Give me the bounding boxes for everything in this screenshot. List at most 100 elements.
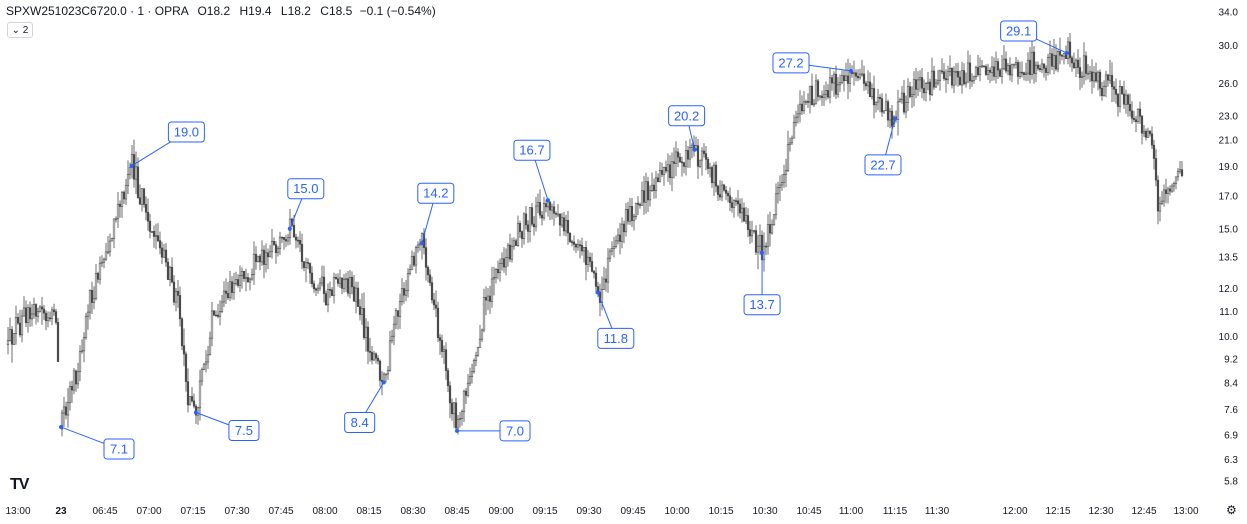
candle <box>1038 64 1042 73</box>
y-tick-label: 15.0 <box>1219 225 1239 236</box>
candle-body <box>688 146 692 160</box>
time-axis[interactable]: 13:00 23 06:45 07:00 07:15 07:30 07:45 08:00 08:… <box>5 506 1198 517</box>
candle <box>314 287 318 297</box>
candle <box>428 269 432 287</box>
candle <box>972 75 976 84</box>
candle-body <box>218 311 222 317</box>
candle <box>1028 47 1032 84</box>
candle-body <box>14 317 18 334</box>
price-callout[interactable]: 20.2 <box>668 105 706 152</box>
price-callout[interactable]: 14.2 <box>417 182 455 246</box>
candle-body <box>1164 189 1168 194</box>
candle <box>668 155 672 185</box>
price-callout[interactable]: 29.1 <box>1000 20 1069 55</box>
candle <box>426 265 430 283</box>
candle <box>672 147 676 179</box>
candle <box>302 261 306 272</box>
y-tick-label: 23.0 <box>1219 111 1239 122</box>
price-axis[interactable]: 5.8 6.3 6.9 7.6 8.4 9.2 10.0 11.0 12.0 13.5 15.0 17… <box>1219 8 1239 488</box>
price-callout[interactable]: 7.0 <box>455 420 531 442</box>
candle <box>250 268 254 281</box>
candle-body <box>1126 94 1130 105</box>
candle-body <box>898 99 902 103</box>
candle <box>986 63 990 81</box>
candle-body <box>1120 86 1124 95</box>
candle-body <box>56 322 60 362</box>
candle-body <box>1148 130 1152 135</box>
tradingview-logo[interactable]: TV <box>10 476 29 493</box>
candle <box>848 62 852 93</box>
candle <box>524 205 528 230</box>
candle-body <box>544 203 548 208</box>
candle-body <box>22 307 26 317</box>
candle-body <box>956 70 960 78</box>
candle <box>1138 101 1142 124</box>
price-callout[interactable]: 8.4 <box>344 380 386 433</box>
candle <box>722 183 726 192</box>
candle <box>1128 93 1132 117</box>
price-callout[interactable]: 7.5 <box>193 410 260 442</box>
price-callout[interactable]: 27.2 <box>772 52 853 74</box>
candle <box>778 175 782 202</box>
candles-layer <box>6 33 1184 437</box>
candle-body <box>702 150 706 154</box>
gear-icon[interactable]: ⚙ <box>1226 503 1237 517</box>
candle-body <box>12 333 16 345</box>
candle-body <box>878 96 882 99</box>
candle-body <box>348 276 352 294</box>
candle-body <box>876 96 880 103</box>
candle <box>180 317 184 351</box>
candle-body <box>1044 67 1048 73</box>
candle <box>378 359 382 387</box>
candle <box>572 235 576 251</box>
candle-body <box>620 223 624 242</box>
candle <box>14 305 18 345</box>
candle-body <box>294 236 298 241</box>
price-callout[interactable]: 7.1 <box>59 425 135 460</box>
candle-body <box>124 185 128 200</box>
candle-body <box>52 309 56 312</box>
candle-body <box>136 166 140 198</box>
candle-body <box>86 311 90 317</box>
callout-anchor <box>129 164 134 169</box>
candle-body <box>96 273 100 280</box>
candle-body <box>260 249 264 263</box>
candle-body <box>186 381 190 406</box>
price-callout[interactable]: 11.8 <box>595 290 635 349</box>
candle-body <box>172 281 176 303</box>
candle <box>952 66 956 93</box>
candle-body <box>808 85 812 103</box>
candle <box>1074 58 1078 77</box>
candle <box>276 245 280 257</box>
symbol-name[interactable]: SPXW251023C6720.0 · 1 · OPRA <box>6 4 189 18</box>
callout-box <box>103 438 135 460</box>
price-callout[interactable]: 13.7 <box>743 250 781 316</box>
price-callout[interactable]: 22.7 <box>864 116 902 176</box>
price-callout[interactable]: 19.0 <box>129 121 205 169</box>
indicators-toggle-button[interactable]: ⌄ 2 <box>7 22 33 38</box>
candle-body <box>476 347 480 356</box>
candle <box>1158 196 1162 222</box>
candle-body <box>16 317 20 324</box>
candle-body <box>26 307 30 324</box>
candle-body <box>1036 64 1040 69</box>
candle-body <box>1082 55 1086 77</box>
candle <box>956 62 960 87</box>
candle-body <box>1054 55 1058 70</box>
candle <box>46 311 50 328</box>
candle-body <box>776 187 780 195</box>
candle <box>994 51 998 84</box>
candle <box>788 137 792 152</box>
candle-body <box>498 263 502 274</box>
candle-body <box>182 345 186 355</box>
callout-label: 7.0 <box>506 423 524 438</box>
candle <box>322 265 326 303</box>
candle <box>842 69 846 92</box>
price-callout[interactable]: 16.7 <box>513 139 551 203</box>
price-callout[interactable]: 15.0 <box>287 178 325 231</box>
candle <box>538 189 542 219</box>
candle-body <box>684 150 688 167</box>
y-tick-label: 17.0 <box>1219 192 1239 203</box>
